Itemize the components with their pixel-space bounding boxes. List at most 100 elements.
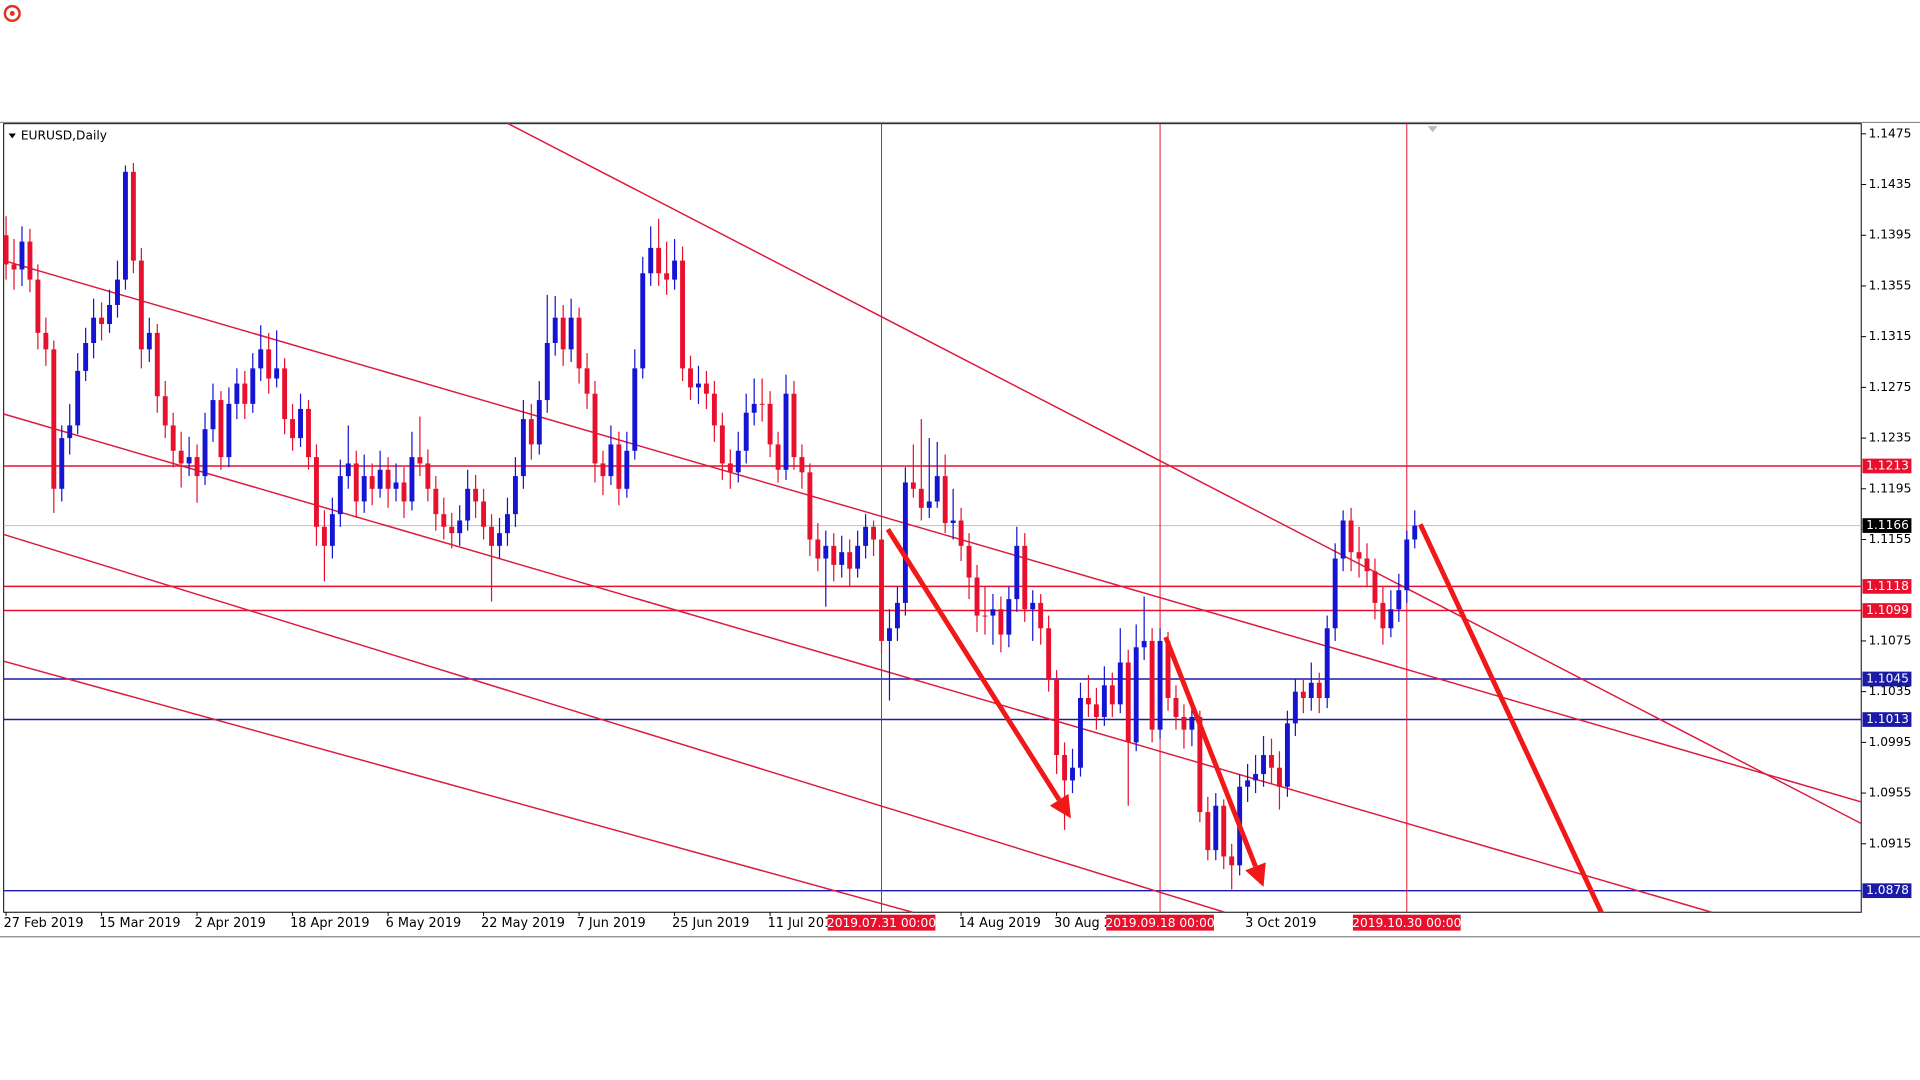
overlay: 1.1475 1.1435 1.1395 1.1355 1.1315 1.1275 1.12… — [4, 126, 1912, 931]
candle-body — [1038, 602, 1044, 629]
candle-body — [218, 400, 224, 458]
candle-body — [146, 332, 152, 350]
candle-body — [1300, 691, 1306, 698]
candle-body — [1022, 545, 1028, 610]
candle-body — [1189, 717, 1195, 730]
candle-body — [1125, 662, 1131, 743]
candle-body — [592, 393, 598, 464]
candle-body — [1165, 640, 1171, 698]
candle-body — [1308, 682, 1314, 698]
app-logo — [3, 4, 21, 23]
candle-body — [807, 472, 813, 540]
candle-body — [1006, 599, 1012, 635]
marker-label: 2019.09.18 00:00 — [1105, 916, 1214, 930]
candle-body — [19, 241, 25, 270]
candle-body — [59, 438, 65, 489]
x-tick-label: 25 Jun 2019 — [672, 916, 749, 931]
candle-body — [298, 408, 303, 439]
candle-body — [306, 408, 311, 458]
candle-body — [648, 247, 654, 274]
candle-body — [894, 602, 900, 629]
candle-body — [43, 332, 49, 350]
y-tick-label: 1.1475 — [1869, 126, 1912, 140]
trend-line — [3, 533, 1225, 913]
chart-title: EURUSD,Daily — [21, 128, 107, 142]
candle-body — [337, 476, 343, 515]
level-label: 1.1213 — [1866, 458, 1909, 472]
candle-body — [186, 457, 192, 464]
candle-body — [210, 400, 216, 430]
candle-body — [107, 304, 112, 324]
candle-body — [1253, 774, 1259, 781]
candle-body — [982, 615, 988, 617]
x-tick-label: 22 May 2019 — [481, 916, 565, 931]
candle-body — [178, 450, 184, 464]
candle-body — [51, 349, 57, 489]
candle-body — [1085, 697, 1091, 705]
candle-body — [321, 526, 327, 546]
candle-body — [1093, 704, 1099, 718]
candle-body — [1412, 525, 1418, 540]
candle-body — [568, 317, 574, 350]
candle-body — [1141, 640, 1147, 648]
candle-body — [258, 349, 264, 369]
trend-line — [3, 259, 1862, 803]
last-price-bg — [1862, 518, 1912, 533]
candle-body — [998, 609, 1004, 635]
x-tick-label: 18 Apr 2019 — [290, 916, 369, 931]
y-tick-label: 1.1195 — [1869, 481, 1912, 495]
arrow — [1418, 523, 1604, 913]
candle-body — [361, 476, 367, 502]
candle-body — [1062, 755, 1068, 781]
y-tick-label: 1.1275 — [1869, 380, 1912, 394]
candle-body — [313, 457, 319, 527]
candle-body — [1117, 662, 1123, 705]
candle-body — [353, 463, 359, 502]
title-arrow — [8, 133, 16, 139]
candle-body — [871, 526, 877, 540]
candle-body — [1157, 640, 1163, 730]
candle-body — [680, 260, 685, 369]
candle-body — [1070, 767, 1075, 781]
candle-body — [1030, 602, 1036, 610]
candle-body — [934, 476, 940, 502]
candle-body — [1316, 682, 1322, 698]
level-label-bg — [1862, 712, 1912, 727]
candle-body — [130, 171, 136, 261]
candle-body — [902, 482, 908, 603]
y-tick-label: 1.1075 — [1869, 633, 1912, 647]
candle-body — [759, 403, 765, 405]
candle-body — [791, 393, 797, 458]
candle-body — [815, 539, 821, 559]
candle-body — [1404, 539, 1410, 591]
plot — [3, 123, 1862, 913]
arrow — [885, 528, 1062, 802]
y-tick-label: 1.1355 — [1869, 278, 1912, 292]
candle-body — [369, 476, 375, 489]
candle-body — [170, 425, 176, 451]
candle-body — [67, 425, 73, 439]
x-tick-label: 11 Jul 2019 — [768, 916, 841, 931]
level-label: 1.1045 — [1866, 671, 1909, 685]
candle-body — [122, 171, 128, 280]
candle-body — [950, 520, 956, 524]
candle-body — [1269, 755, 1274, 768]
level-label: 1.1118 — [1866, 579, 1909, 593]
candle-body — [457, 520, 463, 534]
candle-body — [1332, 558, 1338, 629]
level-label-bg — [1862, 579, 1912, 594]
candle-body — [1284, 723, 1290, 787]
marker-label: 2019.10.30 00:00 — [1352, 916, 1461, 930]
candle-body — [138, 260, 144, 350]
candle-body — [1261, 755, 1266, 775]
candle-body — [27, 241, 33, 280]
marker-label-bg — [1106, 914, 1214, 931]
candle-body — [544, 343, 550, 401]
arrow-head — [1245, 862, 1266, 887]
candle-body — [735, 450, 741, 473]
candle-body — [266, 349, 272, 379]
candle-body — [743, 412, 749, 451]
candle-body — [640, 273, 646, 369]
candle-body — [1046, 628, 1052, 679]
